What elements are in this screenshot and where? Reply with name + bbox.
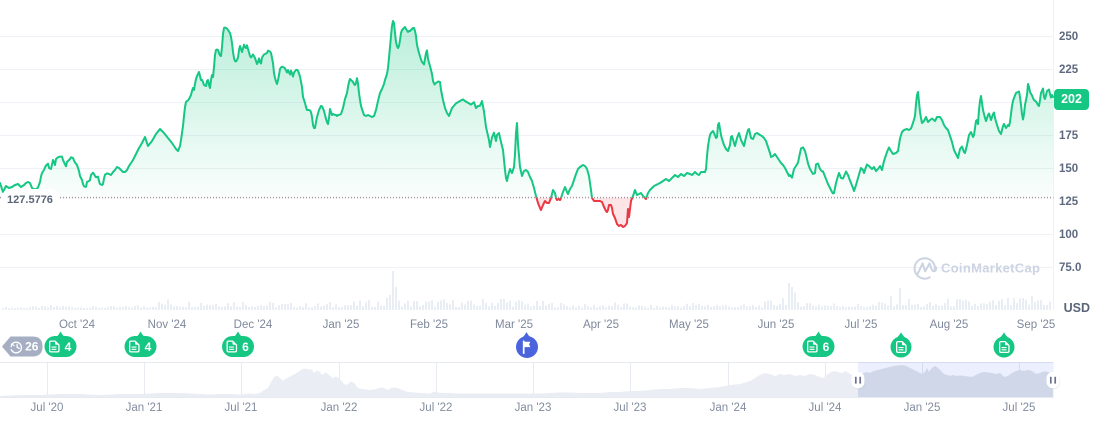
- svg-text:4: 4: [65, 340, 72, 354]
- svg-text:6: 6: [242, 340, 249, 354]
- svg-text:4: 4: [145, 340, 152, 354]
- svg-text:26: 26: [25, 340, 39, 354]
- svg-text:6: 6: [823, 340, 830, 354]
- svg-text:CoinMarketCap: CoinMarketCap: [941, 261, 1040, 276]
